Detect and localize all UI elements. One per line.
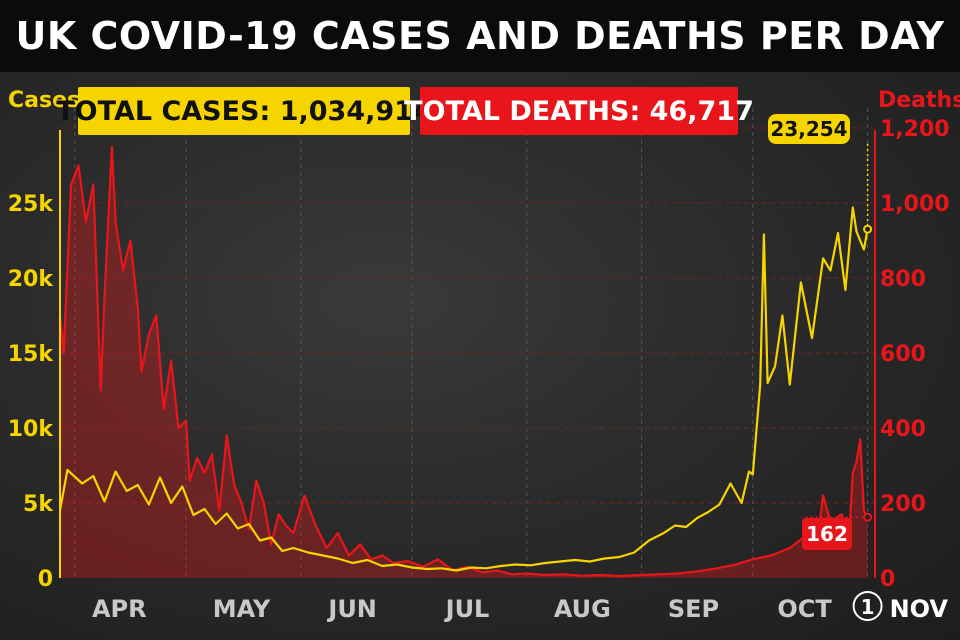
x-tick-label: AUG — [554, 595, 611, 623]
x-tick-label: APR — [92, 595, 147, 623]
total-cases-box: TOTAL CASES: 1,034,914 — [56, 87, 432, 135]
left-tick-label: 25k — [8, 192, 55, 217]
x-tick-label: MAY — [213, 595, 271, 623]
x-tick-label: SEP — [668, 595, 719, 623]
right-tick-label: 200 — [880, 492, 926, 517]
right-tick-label: 400 — [880, 417, 926, 442]
left-tick-label: 0 — [38, 567, 53, 592]
left-axis-title: Cases — [8, 88, 81, 113]
title-banner: UK COVID-19 CASES AND DEATHS PER DAY — [0, 0, 960, 72]
chart-title: UK COVID-19 CASES AND DEATHS PER DAY — [15, 14, 945, 58]
cases-last-point — [863, 224, 873, 234]
day-marker-label: 1 — [861, 595, 875, 619]
x-tick-label: OCT — [777, 595, 832, 623]
right-tick-label: 600 — [880, 342, 926, 367]
right-tick-label: 1,200 — [880, 117, 950, 142]
x-tick-label: JUL — [444, 595, 490, 623]
left-tick-label: 20k — [8, 267, 55, 292]
deaths-line — [58, 145, 869, 578]
right-axis-title: Deaths — [878, 88, 960, 113]
left-tick-label: 5k — [23, 492, 54, 517]
x-tick-label: NOV — [890, 595, 949, 623]
right-tick-label: 1,000 — [880, 192, 950, 217]
latest-deaths-callout: 162 — [802, 518, 852, 550]
deaths-area — [60, 146, 868, 579]
x-tick-label: JUN — [326, 595, 377, 623]
right-tick-label: 0 — [880, 567, 895, 592]
left-tick-label: 15k — [8, 342, 55, 367]
latest-cases-callout: 23,254 — [768, 114, 850, 144]
day-marker-circle — [852, 591, 883, 621]
deaths-last-point — [863, 512, 873, 522]
cases-line — [58, 206, 869, 572]
total-deaths-box: TOTAL DEATHS: 46,717 — [404, 87, 754, 135]
right-tick-label: 800 — [880, 267, 926, 292]
left-tick-label: 10k — [8, 417, 55, 442]
